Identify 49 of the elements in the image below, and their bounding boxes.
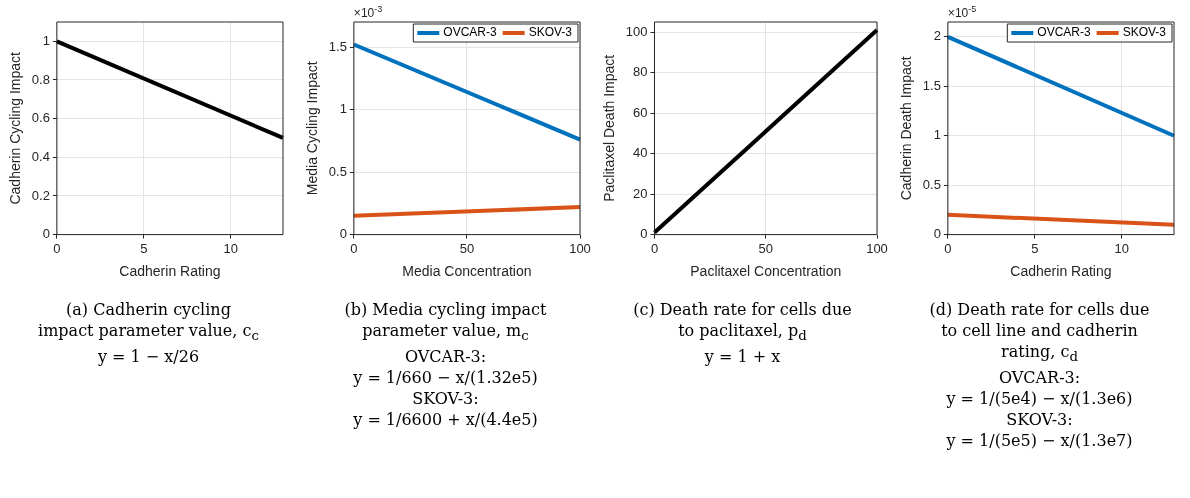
x-tick-label: 0 bbox=[944, 240, 952, 256]
x-axis-title: Cadherin Rating bbox=[119, 263, 221, 280]
y-tick-label: 1 bbox=[42, 32, 50, 48]
chart-title: (a) Cadherin cycling impact parameter value, c$_{c}$ y = 1 − x/26 bbox=[38, 300, 259, 367]
y-tick-label: 0.8 bbox=[31, 71, 50, 87]
x-tick-label: 5 bbox=[1031, 240, 1039, 256]
y-tick-label: 1.5 bbox=[328, 38, 347, 54]
y-axis-title: Media Cycling Impact bbox=[304, 61, 321, 196]
y-axis-title: Paclitaxel Death Impact bbox=[601, 54, 618, 202]
x-axis-title: Cadherin Rating bbox=[1010, 263, 1112, 280]
y-tick-label: 100 bbox=[625, 23, 648, 39]
y-tick-label: 80 bbox=[633, 64, 648, 80]
legend-label: SKOV-3 bbox=[1122, 25, 1167, 40]
y-tick-label: 1.5 bbox=[922, 77, 941, 93]
x-tick-label: 10 bbox=[1114, 240, 1130, 256]
y-tick-label: 0.6 bbox=[31, 110, 50, 126]
y-axis-title: Cadherin Cycling Impact bbox=[7, 51, 24, 205]
x-tick-label: 5 bbox=[140, 240, 148, 256]
y-tick-label: 40 bbox=[633, 145, 648, 161]
y-tick-label: 0.5 bbox=[328, 163, 347, 179]
x-axis-title: Paclitaxel Concentration bbox=[690, 263, 842, 280]
text: (d) Death rate for cells due to cell line and cadherin rating, c$_{d}$ OVCAR-3: y = 1/(5e4) − x/(1.3e6) SKOV-3: y = 1/(5e5) − x/(1.3e7) bbox=[929, 299, 1150, 452]
y-tick-label: 2 bbox=[933, 28, 941, 44]
y-tick-label: 0.4 bbox=[31, 148, 50, 164]
chart-title: (b) Media cycling impact parameter value, m$_{c}$ OVCAR-3: y = 1/660 − x/(1.32e5) SKOV-3: y = 1/6600 + x/(4.4e5) bbox=[344, 300, 547, 430]
y-tick-label: 20 bbox=[633, 185, 648, 201]
y-tick-label: 60 bbox=[633, 104, 648, 120]
x-tick-label: 50 bbox=[758, 240, 773, 256]
chart-title: (c) Death rate for cells due to paclitaxel, p$_{d}$ y = 1 + x bbox=[633, 300, 852, 367]
y-tick-label: 0 bbox=[339, 226, 347, 242]
y-tick-label: 0.2 bbox=[31, 187, 50, 203]
x-tick-label: 10 bbox=[223, 240, 239, 256]
x-tick-label: 0 bbox=[650, 240, 659, 256]
y-tick-label: 1 bbox=[933, 127, 941, 143]
x-tick-label: 0 bbox=[53, 240, 61, 256]
x-tick-label: 0 bbox=[350, 240, 358, 256]
y-tick-label: 0 bbox=[933, 226, 941, 242]
x-axis-title: Media Concentration bbox=[402, 263, 532, 280]
y-tick-label: 0 bbox=[640, 226, 648, 242]
x-tick-label: 100 bbox=[866, 240, 888, 256]
legend-label: OVCAR-3 bbox=[443, 25, 497, 40]
y-axis-title: Cadherin Death Impact bbox=[898, 56, 915, 201]
y-tick-label: 0.5 bbox=[922, 176, 941, 192]
legend-label: SKOV-3 bbox=[528, 25, 573, 40]
y-tick-label: 1 bbox=[339, 101, 347, 117]
x-tick-label: 50 bbox=[459, 240, 475, 256]
legend-label: OVCAR-3 bbox=[1037, 25, 1091, 40]
y-tick-label: 0 bbox=[42, 226, 50, 242]
x-tick-label: 100 bbox=[569, 240, 591, 256]
